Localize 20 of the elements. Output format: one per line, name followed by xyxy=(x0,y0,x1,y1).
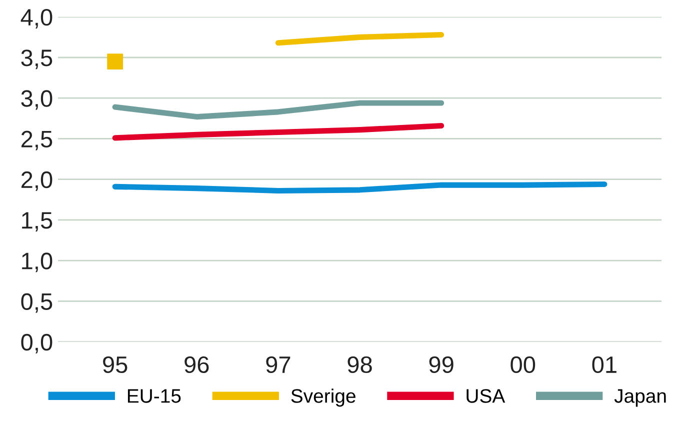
x-tick-label: 97 xyxy=(266,356,290,374)
y-tick-label: 3,5 xyxy=(21,50,52,70)
y-tick-label: 2,5 xyxy=(21,130,52,150)
y-tick-label: 1,0 xyxy=(22,252,52,272)
y-tick-label: 0,0 xyxy=(21,334,52,354)
x-tick-label: 00 xyxy=(510,356,536,374)
x-tick-label: 95 xyxy=(103,356,128,374)
y-tick-label: 2,0 xyxy=(21,171,52,191)
x-tick-label: 96 xyxy=(184,356,209,374)
x-tick-label: 98 xyxy=(348,356,372,374)
legend-label: Japan xyxy=(614,389,666,407)
y-tick-label: 0,5 xyxy=(21,293,52,313)
x-tick-label: 99 xyxy=(429,356,454,374)
y-tick-label: 4,0 xyxy=(20,8,52,28)
legend-label: Sverige xyxy=(291,388,356,407)
legend-label: USA xyxy=(466,389,506,403)
x-tick-label: 01 xyxy=(592,356,616,374)
y-tick-label: 1,5 xyxy=(22,212,52,232)
legend-label: EU-15 xyxy=(128,389,181,403)
y-tick-label: 3,0 xyxy=(21,90,52,110)
